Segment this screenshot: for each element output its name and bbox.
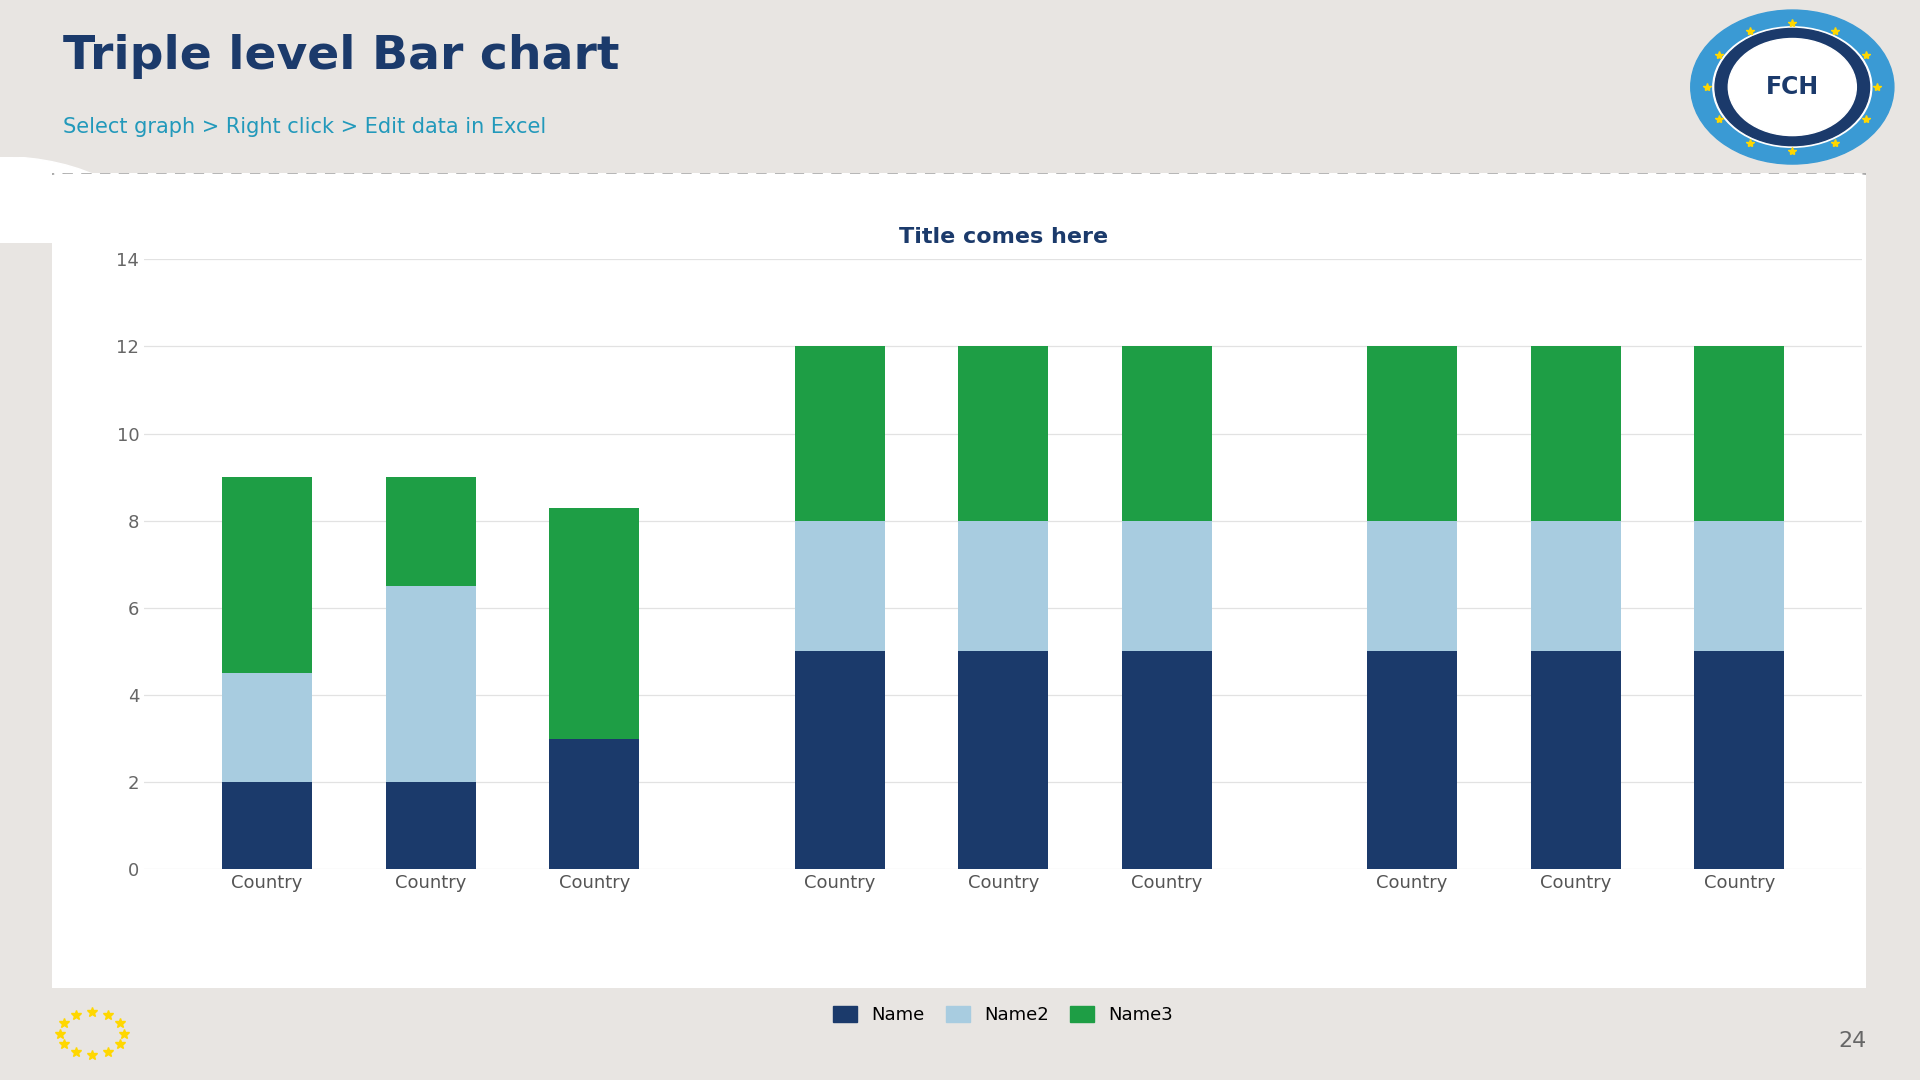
Bar <box>1121 651 1212 869</box>
Bar <box>795 521 885 651</box>
Bar <box>1693 521 1784 651</box>
Bar <box>223 673 313 782</box>
Bar <box>386 477 476 586</box>
Bar <box>795 347 885 521</box>
Bar <box>223 477 313 673</box>
Text: FCH: FCH <box>1766 75 1818 99</box>
Bar <box>386 586 476 782</box>
Bar <box>1530 651 1620 869</box>
Circle shape <box>1715 28 1870 146</box>
Bar <box>1367 521 1457 651</box>
Bar <box>1121 521 1212 651</box>
Bar <box>1693 651 1784 869</box>
Bar <box>386 782 476 869</box>
Wedge shape <box>0 157 154 243</box>
FancyBboxPatch shape <box>38 173 1880 993</box>
Legend: Name, Name2, Name3: Name, Name2, Name3 <box>826 999 1181 1031</box>
Text: Select graph > Right click > Edit data in Excel: Select graph > Right click > Edit data i… <box>63 118 547 137</box>
Text: Triple level Bar chart: Triple level Bar chart <box>63 35 620 80</box>
Bar <box>958 347 1048 521</box>
Bar <box>1367 347 1457 521</box>
Bar <box>795 651 885 869</box>
Bar <box>958 651 1048 869</box>
Bar <box>1530 521 1620 651</box>
Circle shape <box>1692 10 1893 164</box>
Circle shape <box>1713 27 1872 147</box>
Bar <box>549 508 639 739</box>
Bar <box>1367 651 1457 869</box>
Bar <box>223 782 313 869</box>
Bar <box>549 739 639 869</box>
Circle shape <box>1728 39 1857 136</box>
Bar <box>1530 347 1620 521</box>
Bar <box>958 521 1048 651</box>
Title: Title comes here: Title comes here <box>899 227 1108 246</box>
Bar <box>1693 347 1784 521</box>
Text: 24: 24 <box>1837 1031 1866 1051</box>
Bar <box>1121 347 1212 521</box>
